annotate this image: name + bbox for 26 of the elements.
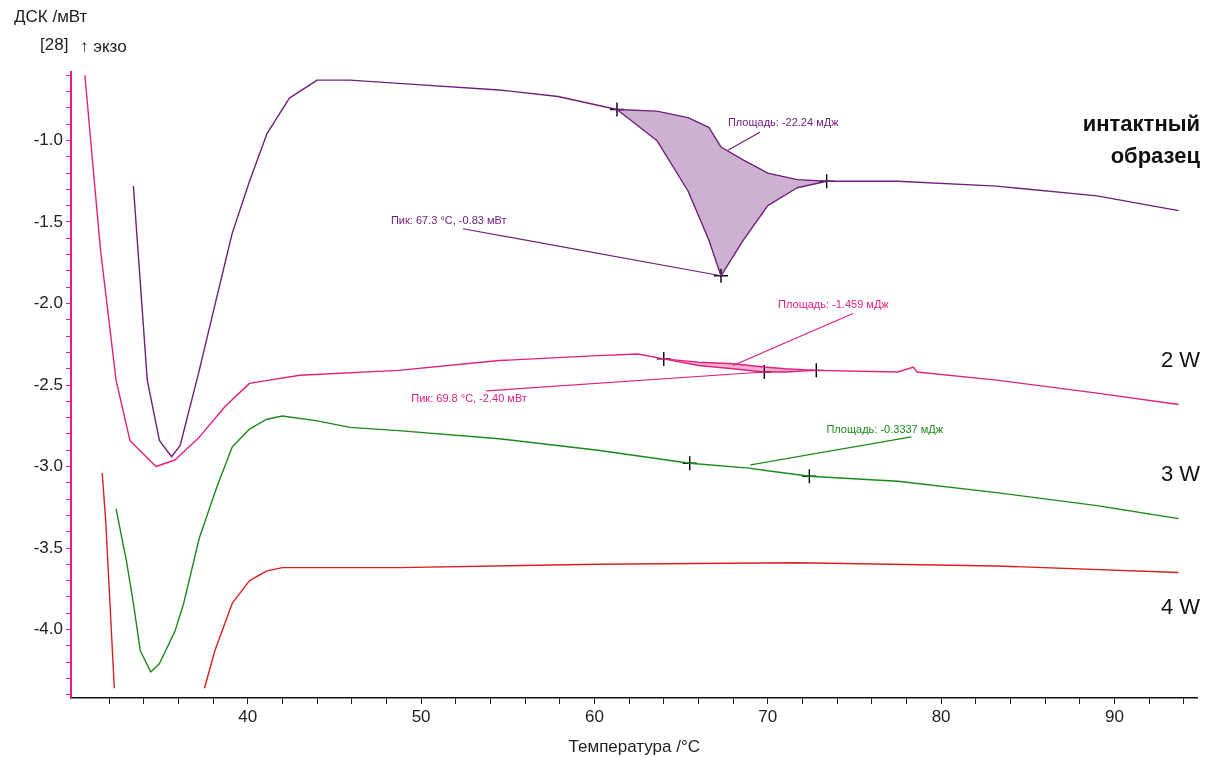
x-axis-title: Температура /°C <box>568 737 701 757</box>
x-tick-label: 50 <box>411 706 431 726</box>
x-tick-label: 80 <box>931 706 951 726</box>
series-label: 2 W <box>1160 346 1201 372</box>
y-axis-title: ДСК /мВт <box>14 7 88 26</box>
annotation: Пик: 67.3 °C, -0.83 мВт <box>390 213 507 226</box>
text: ↑ экзо <box>80 37 127 56</box>
x-tick-label: 40 <box>238 706 258 726</box>
series-label: 4 W <box>1160 594 1201 620</box>
y-tick-label: -2.0 <box>33 293 63 313</box>
x-tick-label: 70 <box>758 706 778 726</box>
annotation: Пик: 69.8 °C, -2.40 мВт <box>411 391 527 404</box>
text: [28] <box>40 35 69 54</box>
x-tick-label: 90 <box>1104 706 1124 726</box>
series-label: 3 W <box>1160 460 1201 486</box>
y-tick-label: -1.5 <box>33 211 63 231</box>
annotation: Площадь: -22.24 мДж <box>727 116 840 129</box>
y-tick-label: -4.0 <box>33 619 63 639</box>
y-tick-label: -1.0 <box>33 130 63 150</box>
annotation: Площадь: -0.3337 мДж <box>826 422 944 435</box>
series-label: интактный образец <box>1082 110 1201 168</box>
y-tick-label: -3.5 <box>33 537 63 557</box>
y-tick-label: -2.5 <box>33 374 63 394</box>
annotation: Площадь: -1.459 мДж <box>778 298 890 311</box>
y-tick-label: -3.0 <box>33 456 63 476</box>
x-tick-label: 60 <box>584 706 604 726</box>
